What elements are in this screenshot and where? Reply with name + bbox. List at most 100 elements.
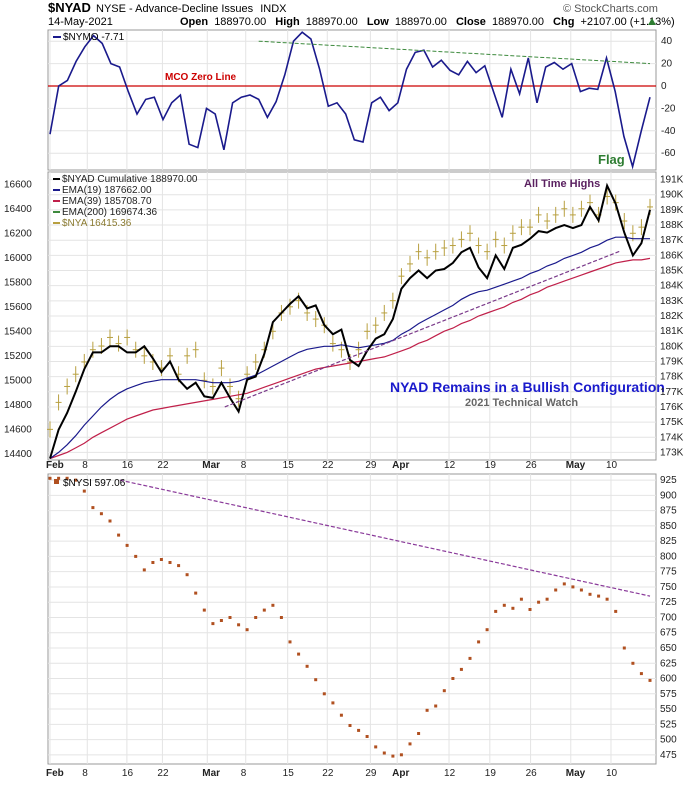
nysi-point (202, 608, 206, 612)
x-tick-label: 26 (526, 768, 538, 779)
y-tick-label-right: 179K (660, 356, 684, 367)
y-tick-label-right: 174K (660, 432, 684, 443)
nysi-point (305, 664, 309, 668)
y-tick-label-left: 15800 (4, 277, 32, 288)
x-tick-label: Apr (392, 460, 409, 471)
y-tick-label-bottom: 800 (660, 551, 677, 562)
nysi-point (537, 600, 541, 604)
flag-label: Flag (598, 152, 625, 167)
open-value: 188970.00 (214, 16, 266, 28)
y-tick-label-right: 184K (660, 281, 684, 292)
y-tick-label-right: 182K (660, 311, 684, 322)
nysi-point (579, 588, 583, 592)
credit: © StockCharts.com (563, 3, 658, 15)
nysi-point (408, 742, 412, 746)
nysi-point (391, 754, 395, 758)
nysi-point (365, 735, 369, 738)
nysi-point (639, 672, 643, 676)
nysi-point (245, 628, 249, 632)
low-value: 188970.00 (395, 16, 447, 28)
header-symbol: $NYAD (48, 0, 91, 15)
x-tick-label: 15 (283, 460, 295, 471)
y-tick-label-left: 16200 (4, 228, 32, 239)
y-tick-label-bottom: 875 (660, 506, 677, 517)
nysi-point (134, 554, 138, 558)
y-tick-label-bottom: 550 (660, 704, 677, 715)
y-tick-label-top: 0 (661, 81, 667, 92)
y-tick-label-right: 191K (660, 175, 684, 186)
y-tick-label-left: 15200 (4, 351, 32, 362)
y-tick-label-right: 178K (660, 372, 684, 383)
nysi-point (177, 564, 181, 568)
x-tick-label: Mar (202, 768, 220, 779)
axis-layer: Feb 8 16 22 Mar 8 15 22 29 Apr 12 19 26 May 10 Feb 8 16 22… (4, 36, 684, 779)
panel-bottom-frame (47, 473, 657, 765)
x-tick-label: Apr (392, 768, 409, 779)
nysi-point (57, 476, 61, 480)
legend-entry: EMA(200) 169674.36 (62, 207, 158, 218)
high-label: High (275, 16, 300, 28)
nysi-point (399, 753, 403, 757)
y-tick-label-right: 185K (660, 266, 684, 277)
nysi-point (511, 606, 515, 610)
y-tick-label-bottom: 525 (660, 719, 677, 730)
y-tick-label-left: 15000 (4, 375, 32, 386)
header-name: NYSE - Advance-Decline Issues INDX (96, 3, 287, 15)
header-exchange: INDX (260, 3, 287, 15)
nysi-point (528, 608, 532, 611)
nysi-point (631, 661, 635, 665)
nyad-annotation: NYAD Remains in a Bullish Configuration (390, 379, 665, 395)
nysi-point (519, 597, 523, 601)
nysi-point (271, 603, 275, 607)
y-tick-label-right: 176K (660, 402, 684, 413)
nysi-point (117, 533, 121, 537)
y-tick-label-left: 14600 (4, 424, 32, 435)
header: $NYAD NYSE - Advance-Decline Issues INDX… (48, 0, 675, 28)
y-tick-label-bottom: 675 (660, 628, 677, 639)
x-tick-label: 19 (485, 460, 497, 471)
nysi-point (605, 597, 609, 601)
nysi-point (314, 678, 318, 682)
ath-label: All Time Highs (524, 178, 600, 190)
nysi-point (571, 585, 575, 589)
legend-nysi: $NYSI 597.06 (63, 478, 126, 489)
nysi-point (614, 609, 618, 613)
nysi-point (211, 622, 215, 626)
y-tick-label-right: 187K (660, 235, 684, 246)
nysi-point (622, 646, 626, 650)
nysi-point (477, 640, 481, 644)
y-tick-label-right: 173K (660, 447, 684, 458)
x-tick-label: 19 (485, 768, 497, 779)
nysi-point (322, 692, 326, 696)
x-tick-label: Mar (202, 460, 220, 471)
chg-value: +2107.00 (+1.13%) (581, 16, 675, 28)
legend-nymo: $NYMO -7.71 (63, 32, 125, 43)
y-tick-label-left: 16400 (4, 204, 32, 215)
nysi-point (545, 597, 549, 601)
y-tick-label-bottom: 775 (660, 567, 677, 578)
y-tick-label-bottom: 700 (660, 612, 677, 623)
x-tick-label: 12 (444, 460, 456, 471)
nymo-trendline (258, 40, 651, 65)
header-date: 14-May-2021 (48, 16, 113, 28)
x-tick-label: 8 (241, 460, 247, 471)
x-tick-label: 10 (606, 460, 618, 471)
y-tick-label-bottom: 900 (660, 490, 677, 501)
nysi-trendline (119, 479, 651, 597)
nymo-line (49, 31, 651, 170)
x-tick-label: 10 (606, 768, 618, 779)
x-tick-label: 8 (82, 768, 88, 779)
chg-label: Chg (553, 16, 574, 28)
x-tick-label: 22 (157, 768, 169, 779)
nysi-point (262, 608, 266, 612)
series-line-ema19 (49, 236, 650, 459)
y-tick-label-bottom: 625 (660, 658, 677, 669)
y-tick-label-left: 16000 (4, 253, 32, 264)
bottom-panel: $NYSI 597.06 (48, 476, 652, 758)
y-tick-label-top: -40 (661, 126, 676, 137)
x-tick-label: 12 (444, 768, 456, 779)
nysi-point (288, 640, 292, 644)
y-tick-label-bottom: 475 (660, 750, 677, 761)
x-tick-label: 15 (283, 768, 295, 779)
nysi-point (425, 708, 429, 712)
